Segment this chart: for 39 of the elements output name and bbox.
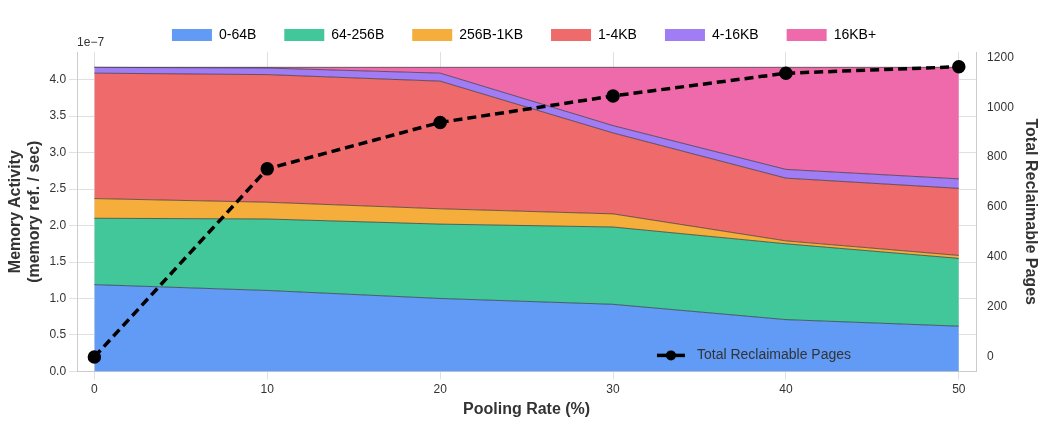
point bbox=[260, 162, 275, 176]
point bbox=[952, 59, 966, 74]
legend-label: 64-256B bbox=[331, 25, 385, 42]
x-tick-label: 20 bbox=[433, 381, 448, 396]
text: 1e−7 bbox=[77, 35, 105, 50]
point bbox=[87, 350, 102, 364]
y-axis-title: Memory Activity (memory ref. / sec) bbox=[6, 140, 43, 283]
x-tick-label: 0 bbox=[91, 381, 99, 396]
y-tick-label: 0.5 bbox=[49, 327, 67, 342]
y-tick-label: 3.5 bbox=[49, 108, 67, 123]
point bbox=[779, 66, 793, 80]
y2-tick-label: 400 bbox=[987, 249, 1008, 264]
x-axis-title: Pooling Rate (%) bbox=[463, 399, 591, 417]
y2-tick-label: 1000 bbox=[987, 99, 1015, 114]
y-tick-label: 2.0 bbox=[49, 217, 67, 232]
x-tick-label: 30 bbox=[606, 381, 621, 396]
y-tick-label: 1.5 bbox=[49, 254, 67, 269]
y2-tick-label: 200 bbox=[987, 299, 1008, 314]
legend-label: 0-64B bbox=[218, 25, 257, 42]
legend-label: 16KB+ bbox=[833, 25, 877, 42]
x-tick-label: 50 bbox=[952, 381, 966, 396]
legend-label: 4-16KB bbox=[711, 25, 759, 42]
x-tick-label: 40 bbox=[779, 381, 793, 396]
point bbox=[433, 115, 447, 130]
y-tick-label: 4.0 bbox=[49, 72, 67, 87]
y-tick-label: 1.0 bbox=[49, 290, 67, 305]
point bbox=[606, 89, 620, 103]
y2-tick-label: 800 bbox=[987, 149, 1008, 164]
x-tick-label: 10 bbox=[260, 381, 275, 396]
y2-axis-title: Total Reclaimable Pages bbox=[1022, 118, 1040, 306]
legend-label: Total Reclaimable Pages bbox=[696, 346, 852, 363]
y-tick-label: 3.0 bbox=[49, 144, 67, 159]
legend-label: 1-4KB bbox=[598, 25, 637, 42]
legend-label: 256B-1KB bbox=[459, 25, 524, 42]
y-tick-label: 0.0 bbox=[49, 363, 67, 378]
y2-tick-label: 600 bbox=[987, 199, 1008, 214]
y-tick-label: 2.5 bbox=[49, 181, 67, 196]
y2-tick-label: 0 bbox=[987, 349, 995, 364]
y2-tick-label: 1200 bbox=[987, 49, 1015, 64]
